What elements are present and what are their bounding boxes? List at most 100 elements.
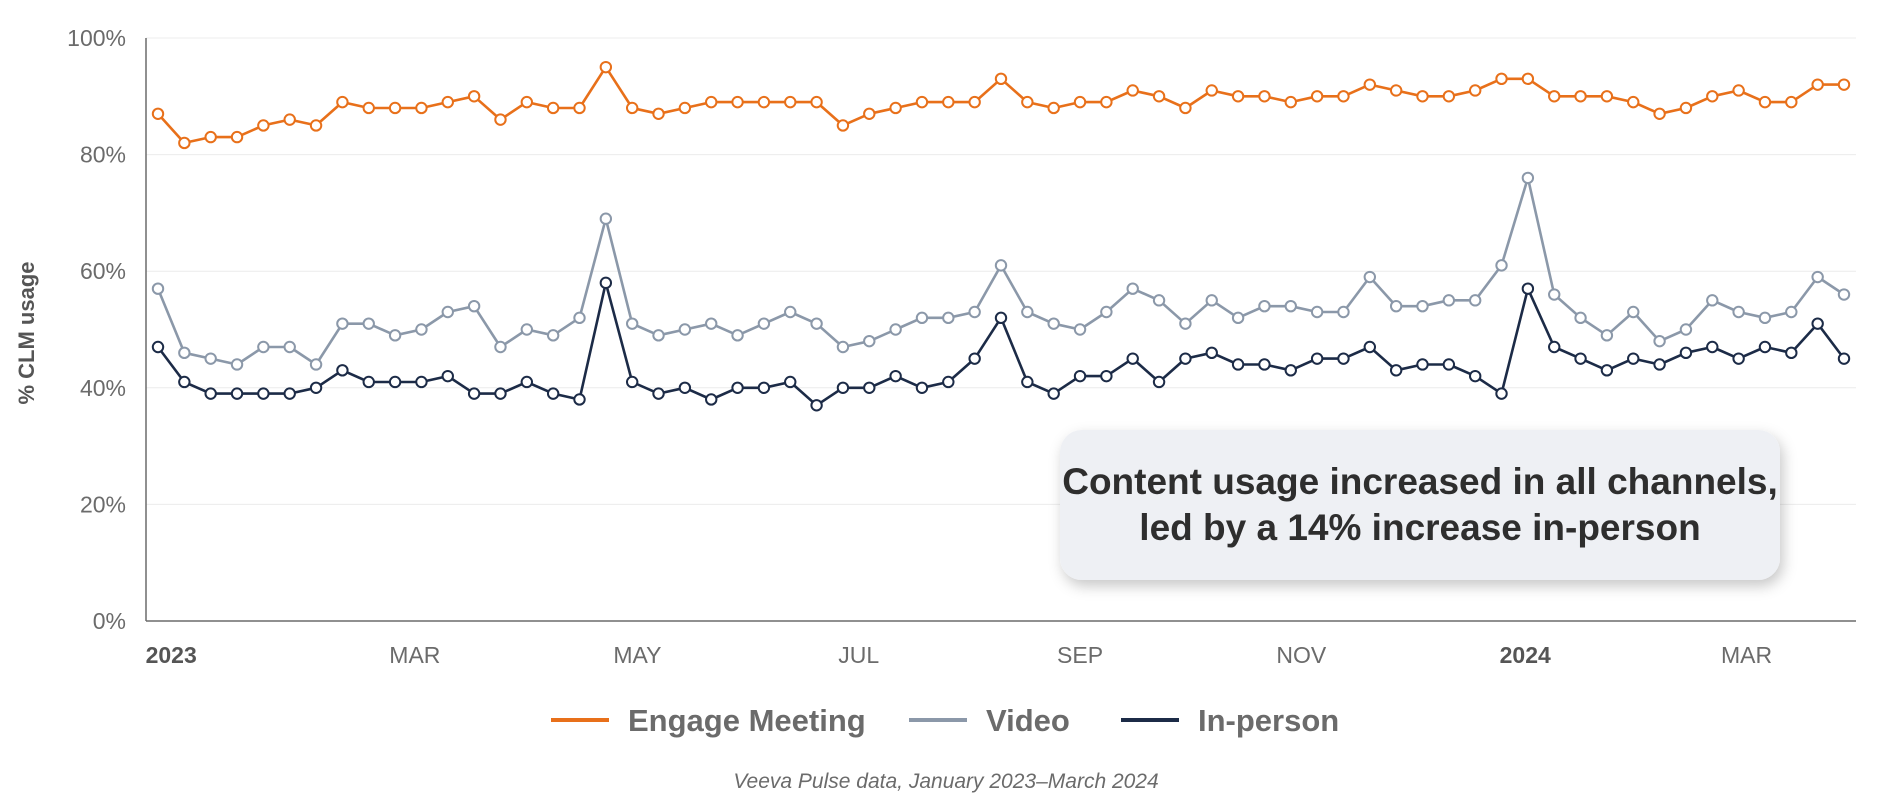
data-point-engage-meeting bbox=[1442, 90, 1456, 103]
data-point-in-person bbox=[1205, 346, 1218, 360]
data-point-in-person bbox=[625, 375, 639, 389]
data-point-engage-meeting bbox=[1258, 90, 1271, 103]
y-axis-ticks: 0% 20% 40% 60% 80% 100% bbox=[67, 25, 126, 634]
legend-item-in-person: In-person bbox=[1121, 703, 1339, 738]
x-tick-label: NOV bbox=[1276, 642, 1327, 668]
data-point-video bbox=[836, 340, 850, 354]
data-point-video bbox=[1021, 305, 1034, 319]
data-point-in-person bbox=[230, 387, 244, 400]
data-point-video bbox=[1363, 270, 1377, 284]
data-point-engage-meeting bbox=[915, 95, 929, 109]
data-point-engage-meeting bbox=[1205, 84, 1218, 97]
data-point-video bbox=[942, 311, 955, 325]
data-point-video bbox=[415, 323, 428, 336]
data-point-in-person bbox=[1310, 352, 1324, 365]
x-tick-label: 2023 bbox=[146, 642, 197, 668]
annotation-line-2: led by a 14% increase in-person bbox=[1139, 507, 1700, 548]
data-point-video bbox=[1179, 317, 1192, 330]
legend-item-engage-meeting: Engage Meeting bbox=[551, 703, 866, 738]
data-point-in-person bbox=[1152, 375, 1166, 389]
data-point-in-person bbox=[494, 387, 507, 400]
data-point-in-person bbox=[889, 369, 902, 383]
data-point-engage-meeting bbox=[1416, 90, 1429, 103]
data-point-video bbox=[625, 317, 639, 330]
x-tick-label: 2024 bbox=[1500, 642, 1551, 668]
data-point-video bbox=[1574, 311, 1587, 325]
data-point-engage-meeting bbox=[1179, 101, 1192, 115]
data-point-in-person bbox=[810, 399, 823, 412]
data-point-video bbox=[1337, 305, 1350, 319]
data-point-in-person bbox=[757, 381, 771, 394]
data-point-in-person bbox=[388, 375, 402, 389]
data-point-in-person bbox=[1837, 352, 1851, 365]
data-point-engage-meeting bbox=[678, 101, 692, 115]
data-point-video bbox=[151, 282, 165, 295]
data-point-video bbox=[1258, 299, 1271, 313]
data-point-engage-meeting bbox=[889, 101, 902, 115]
data-point-engage-meeting bbox=[1495, 72, 1508, 86]
data-point-engage-meeting bbox=[994, 72, 1008, 86]
y-tick-label: 0% bbox=[93, 608, 126, 634]
data-point-in-person bbox=[784, 375, 797, 389]
data-point-engage-meeting bbox=[1653, 107, 1666, 120]
data-point-in-person bbox=[1416, 358, 1429, 371]
data-point-in-person bbox=[283, 387, 296, 400]
data-point-in-person bbox=[1495, 387, 1508, 400]
data-point-engage-meeting bbox=[1785, 95, 1798, 109]
data-point-in-person bbox=[863, 381, 876, 394]
data-point-video bbox=[257, 340, 270, 354]
x-tick-label: JUL bbox=[838, 642, 879, 668]
data-point-video bbox=[1073, 323, 1087, 336]
data-point-engage-meeting bbox=[1337, 90, 1350, 103]
data-point-in-person bbox=[652, 387, 665, 400]
x-axis-ticks: 2023 MAR MAY JUL SEP NOV 2024 MAR bbox=[146, 642, 1773, 668]
data-point-engage-meeting bbox=[467, 90, 481, 103]
data-point-video bbox=[1521, 171, 1535, 185]
annotation-callout: Content usage increased in all channels,… bbox=[1060, 430, 1780, 580]
data-point-video bbox=[204, 352, 217, 365]
data-point-in-person bbox=[1574, 352, 1587, 365]
data-point-in-person bbox=[994, 311, 1008, 325]
series-in-person bbox=[151, 276, 1851, 412]
y-tick-label: 20% bbox=[80, 491, 126, 517]
y-axis-label: % CLM usage bbox=[14, 261, 39, 404]
caption: Veeva Pulse data, January 2023–March 202… bbox=[733, 770, 1158, 793]
data-point-video bbox=[599, 212, 613, 225]
data-point-in-person bbox=[309, 381, 323, 394]
legend-label: Engage Meeting bbox=[628, 703, 866, 738]
data-point-in-person bbox=[151, 340, 165, 354]
data-point-video bbox=[1732, 305, 1745, 319]
data-point-in-person bbox=[467, 387, 481, 400]
data-point-video bbox=[810, 317, 823, 330]
data-point-in-person bbox=[1442, 358, 1456, 371]
data-point-engage-meeting bbox=[336, 95, 349, 109]
data-point-in-person bbox=[1600, 364, 1614, 377]
data-point-engage-meeting bbox=[705, 95, 718, 109]
x-tick-label: MAR bbox=[1721, 642, 1772, 668]
data-point-engage-meeting bbox=[546, 101, 560, 115]
data-point-in-person bbox=[1732, 352, 1745, 365]
data-point-in-person bbox=[336, 364, 349, 377]
data-point-video bbox=[1310, 305, 1324, 319]
data-point-video bbox=[178, 346, 191, 360]
data-point-engage-meeting bbox=[1073, 95, 1087, 109]
data-point-engage-meeting bbox=[1152, 90, 1166, 103]
data-point-video bbox=[1126, 282, 1139, 295]
data-point-video bbox=[441, 305, 454, 319]
data-point-engage-meeting bbox=[810, 95, 823, 109]
data-point-engage-meeting bbox=[309, 119, 323, 132]
data-point-video bbox=[1758, 311, 1772, 325]
data-point-video bbox=[1152, 294, 1166, 307]
data-point-video bbox=[520, 323, 534, 336]
data-point-engage-meeting bbox=[388, 101, 402, 115]
data-point-video bbox=[705, 317, 718, 330]
data-point-in-person bbox=[362, 375, 375, 389]
data-point-video bbox=[1548, 288, 1561, 301]
data-point-in-person bbox=[1389, 364, 1403, 377]
data-point-engage-meeting bbox=[1837, 78, 1851, 91]
x-tick-label: MAY bbox=[613, 642, 661, 668]
data-point-engage-meeting bbox=[1047, 101, 1060, 115]
data-point-video bbox=[388, 329, 402, 342]
data-point-video bbox=[546, 329, 560, 342]
data-point-video bbox=[994, 259, 1008, 272]
